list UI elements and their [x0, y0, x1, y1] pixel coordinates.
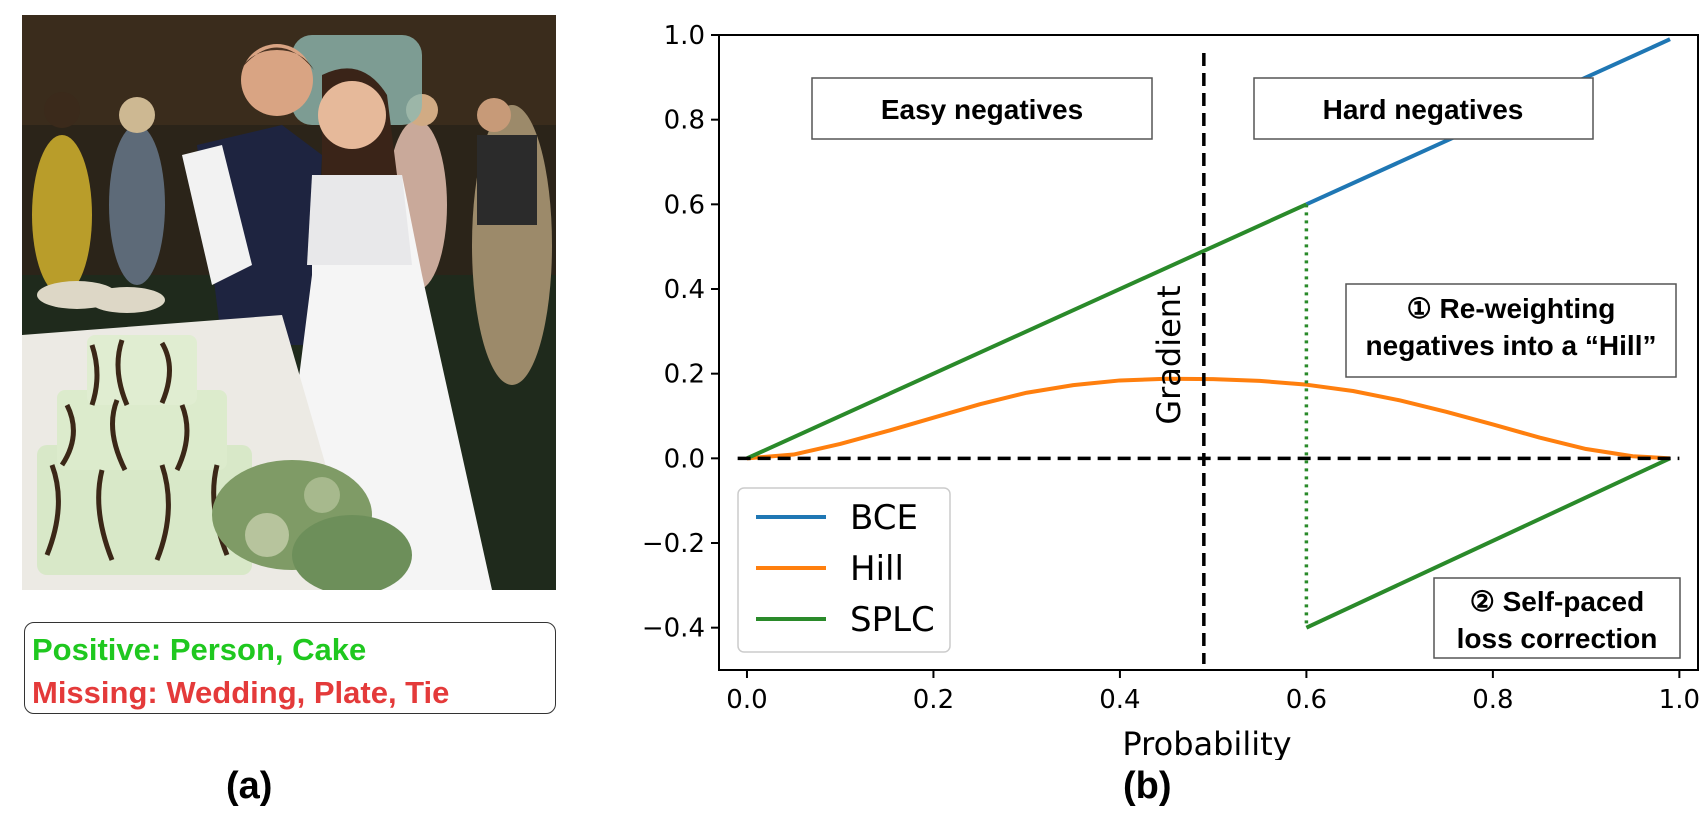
y-tick-label: 0.6: [664, 190, 705, 220]
panel-label-b: (b): [1123, 765, 1172, 807]
panel-label-a: (a): [226, 765, 273, 807]
positive-labels: Positive: Person, Cake: [32, 632, 367, 667]
x-tick-label: 0.6: [1286, 685, 1327, 715]
photo-illustration: [22, 15, 556, 590]
y-tick-label: −0.2: [642, 529, 705, 559]
x-tick-label: 0.0: [726, 685, 767, 715]
easy-negatives-label: Easy negatives: [881, 94, 1083, 125]
hard-negatives-box: Hard negatives: [1253, 77, 1594, 140]
easy-negatives-box: Easy negatives: [811, 77, 1153, 140]
hill-annotation-line1: ① Re-weighting: [1407, 293, 1616, 324]
legend-label-hill: Hill: [850, 549, 904, 589]
legend-label-splc: SPLC: [850, 600, 935, 640]
splc-line-segment-2: [1305, 456, 1671, 630]
plot-frame: [718, 34, 1699, 671]
y-tick-label: 0.0: [664, 444, 705, 474]
label-caption-box: Positive: Person, Cake Missing: Wedding,…: [24, 622, 556, 714]
x-tick-label: 0.2: [913, 685, 954, 715]
reference-lines: [737, 53, 1680, 664]
y-tick-label: 1.0: [664, 21, 705, 51]
missing-labels: Missing: Wedding, Plate, Tie: [32, 675, 450, 710]
hill-line: [746, 376, 1671, 461]
legend-label-bce: BCE: [850, 498, 918, 538]
y-tick-label: −0.4: [642, 614, 705, 644]
x-tick-label: 1.0: [1659, 685, 1700, 715]
x-tick-label: 0.4: [1099, 685, 1140, 715]
splc-line-segment-1: [746, 202, 1308, 461]
splc-annotation-line1: ② Self-paced: [1470, 586, 1644, 617]
splc-annotation-box: ② Self-paced loss correction: [1433, 577, 1681, 659]
chart-legend: BCE Hill SPLC: [737, 487, 951, 653]
y-tick-label: 0.2: [664, 360, 705, 390]
splc-annotation-line2: loss correction: [1457, 623, 1658, 654]
y-tick-label: 0.8: [664, 106, 705, 136]
hill-annotation-line2: negatives into a “Hill”: [1366, 330, 1657, 361]
y-tick-label: 0.4: [664, 275, 705, 305]
wedding-photo: [22, 15, 556, 590]
x-axis-title: Probability: [1122, 725, 1291, 760]
axis-ticks: 0.0 0.2 0.4 0.6 0.8 1.0 1.0 0.8 0.6 0.4 0.2 0.0 −0.2…: [642, 21, 1700, 715]
y-axis-title: Gradient: [1150, 285, 1188, 424]
hard-negatives-label: Hard negatives: [1323, 94, 1524, 125]
x-tick-label: 0.8: [1472, 685, 1513, 715]
gradient-chart: 0.0 0.2 0.4 0.6 0.8 1.0 1.0 0.8 0.6 0.4 0.2 0.0 −0.2…: [642, 21, 1700, 760]
hill-annotation-box: ① Re-weighting negatives into a “Hill”: [1345, 283, 1677, 378]
